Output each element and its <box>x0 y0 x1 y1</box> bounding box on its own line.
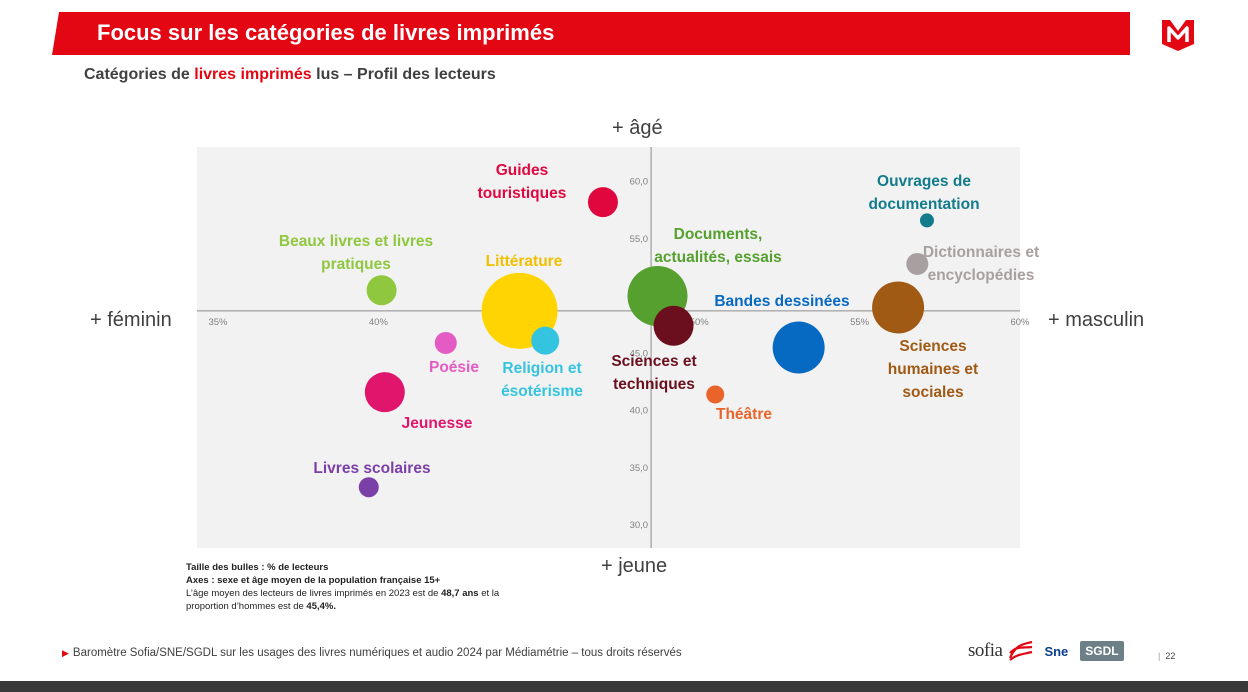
note-age-tail: et la <box>478 588 500 599</box>
bubble-label: actualités, essais <box>654 249 782 266</box>
bubble-label: pratiques <box>321 256 391 273</box>
partner-logos: sofia Sne SGDL <box>968 636 1124 666</box>
page-number: 22 <box>1165 651 1176 661</box>
bubble-point <box>772 321 825 374</box>
bubble-point <box>872 281 925 334</box>
bubble-label: Beaux livres et livres <box>279 233 433 250</box>
bubble-point <box>366 275 397 306</box>
y-tick-label: 40,0 <box>630 406 649 417</box>
bubble-label: Théâtre <box>716 406 772 423</box>
bubble-label: humaines et <box>888 361 978 378</box>
bubble-label: Documents, <box>674 226 763 243</box>
y-tick-label: 45,0 <box>630 348 649 359</box>
bubble-point <box>587 187 618 218</box>
note-men-value: 45,4%. <box>306 601 336 612</box>
source-text: Baromètre Sofia/SNE/SGDL sur les usages … <box>72 647 682 659</box>
note-men-text: proportion d’hommes est de <box>186 601 307 612</box>
x-tick-label: 35% <box>208 317 228 328</box>
page-separator: | <box>1158 651 1161 661</box>
axis-label-bottom: + jeune <box>601 555 668 577</box>
sofia-wave-icon <box>1009 640 1033 661</box>
bubble-label: Littérature <box>486 253 563 270</box>
bubble-label: Bandes dessinées <box>714 293 849 310</box>
y-tick-label: 60,0 <box>630 177 649 188</box>
bubble-label: touristiques <box>478 185 567 202</box>
bubble-label: documentation <box>868 196 979 213</box>
x-tick-label: 60% <box>1010 317 1030 328</box>
bubble-label: Dictionnaires et <box>923 244 1039 261</box>
bubble-point <box>434 331 457 354</box>
bubble-point <box>919 213 934 228</box>
note-bubble-size: Taille des bulles : % de lecteurs <box>186 562 329 573</box>
subtitle-part2: lus – Profil des lecteurs <box>311 66 496 83</box>
note-axes: Axes : sexe et âge moyen de la populatio… <box>186 575 441 586</box>
sne-logo: Sne <box>1044 643 1069 659</box>
bubble-label: Sciences et <box>611 353 696 370</box>
source-footer: ▶ Baromètre Sofia/SNE/SGDL sur les usages… <box>62 647 682 659</box>
page-title: Focus sur les catégories de livres impri… <box>97 20 555 45</box>
bubble-point <box>358 477 379 498</box>
bubble-point <box>364 372 405 413</box>
axis-label-left: + féminin <box>90 309 172 331</box>
title-bar <box>52 12 1130 55</box>
y-tick-label: 35,0 <box>630 463 649 474</box>
sofia-logo: sofia <box>968 640 1003 661</box>
bottom-bar <box>0 681 1248 692</box>
page-number-area: | 22 <box>1158 651 1175 661</box>
axis-label-top: + âgé <box>612 117 663 139</box>
bubble-point <box>706 385 725 404</box>
subtitle-part1: Catégories de <box>84 66 195 83</box>
bubble-label: sociales <box>902 384 963 401</box>
bubble-point <box>531 326 560 355</box>
bubble-label: Livres scolaires <box>313 460 430 477</box>
mediametrie-logo <box>1162 20 1194 51</box>
sgdl-logo: SGDL <box>1080 641 1124 661</box>
bubble-label: Religion et <box>502 360 581 377</box>
x-tick-label: 40% <box>369 317 389 328</box>
bubble-label: techniques <box>613 376 695 393</box>
bubble-label: ésotérisme <box>501 383 583 400</box>
note-age-text: L’âge moyen des lecteurs de livres impri… <box>186 588 442 599</box>
bubble-label: Sciences <box>899 338 966 355</box>
chart-subtitle: Catégories de livres imprimés lus – Prof… <box>84 66 496 84</box>
bubble-label: Guides <box>496 162 549 179</box>
axis-label-right: + masculin <box>1048 309 1145 331</box>
y-tick-label: 30,0 <box>630 520 649 531</box>
y-tick-label: 55,0 <box>630 234 649 245</box>
bubble-label: Poésie <box>429 359 479 376</box>
chart-notes: Taille des bulles : % de lecteurs Axes :… <box>186 561 499 613</box>
bubble-point <box>906 252 929 275</box>
bubble-point <box>653 305 694 346</box>
bubble-label: Jeunesse <box>402 415 473 432</box>
note-age-value: 48,7 ans <box>441 588 479 599</box>
bullet-arrow-icon: ▶ <box>62 648 69 658</box>
subtitle-highlight: livres imprimés <box>194 66 312 83</box>
bubble-label: encyclopédies <box>928 267 1035 284</box>
x-tick-label: 50% <box>690 317 710 328</box>
x-tick-label: 55% <box>850 317 870 328</box>
bubble-label: Ouvrages de <box>877 173 971 190</box>
